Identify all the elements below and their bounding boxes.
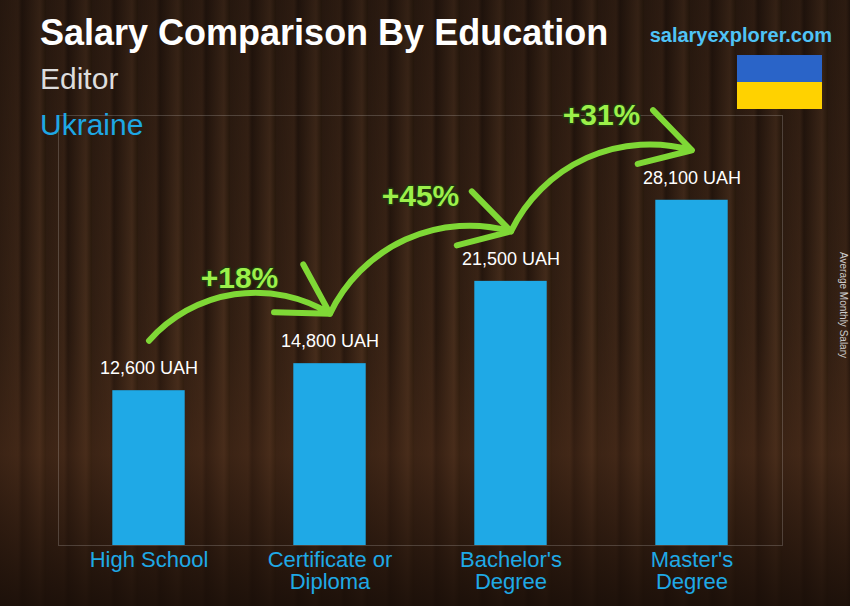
svg-text:+18%: +18%: [201, 261, 279, 294]
html-text:Editor: Editor: [40, 62, 119, 95]
html-text:Salary Comparison By Education: Salary Comparison By Education: [40, 12, 609, 53]
svg-text:High School: High School: [90, 547, 209, 572]
svg-text:Bachelor'sDegree: Bachelor'sDegree: [460, 547, 562, 594]
html-text:Ukraine: Ukraine: [40, 108, 144, 141]
svg-text:12,600 UAH: 12,600 UAH: [100, 358, 198, 378]
svg-text:+45%: +45%: [382, 179, 460, 212]
svg-text:Certificate orDiploma: Certificate orDiploma: [268, 547, 393, 594]
svg-text:28,100 UAH: 28,100 UAH: [643, 168, 741, 188]
svg-text:Master'sDegree: Master'sDegree: [651, 547, 733, 594]
svg-text:14,800 UAH: 14,800 UAH: [281, 331, 379, 351]
html-text:Average Monthly Salary: Average Monthly Salary: [837, 252, 849, 358]
svg-text:21,500 UAH: 21,500 UAH: [462, 249, 560, 269]
html-text:salaryexplorer.com: salaryexplorer.com: [649, 24, 832, 46]
svg-text:+31%: +31%: [563, 98, 641, 131]
